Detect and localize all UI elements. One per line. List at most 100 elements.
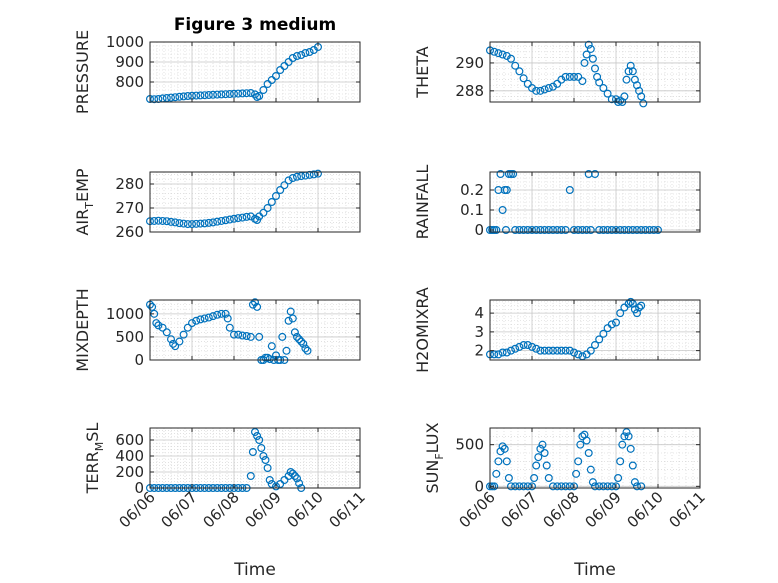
data-point bbox=[536, 226, 545, 235]
axes-box bbox=[489, 171, 701, 233]
data-point bbox=[569, 72, 578, 81]
y-tick-label: 600 bbox=[115, 431, 144, 449]
data-point bbox=[653, 226, 662, 235]
axes-box bbox=[149, 427, 361, 489]
data-point bbox=[532, 344, 541, 353]
data-point bbox=[167, 217, 176, 226]
data-point bbox=[154, 216, 163, 225]
data-point bbox=[217, 216, 226, 225]
data-point bbox=[519, 341, 528, 350]
y-tick-label: 0 bbox=[474, 221, 484, 239]
data-point bbox=[221, 90, 230, 99]
data-point bbox=[628, 461, 637, 470]
axes-box bbox=[489, 41, 701, 103]
data-point bbox=[261, 456, 270, 465]
data-point bbox=[288, 53, 297, 62]
subplot-h2omixra: 234 H2OMIXRA bbox=[413, 287, 701, 373]
axes-box bbox=[489, 299, 701, 361]
axes-box bbox=[149, 299, 361, 361]
axes-box bbox=[149, 171, 361, 233]
data-point bbox=[175, 337, 184, 346]
data-point bbox=[548, 482, 557, 491]
data-point bbox=[192, 219, 201, 228]
data-point bbox=[509, 170, 518, 179]
data-point bbox=[246, 212, 255, 221]
y-tick-label: 260 bbox=[115, 223, 144, 241]
data-point bbox=[242, 212, 251, 221]
data-point bbox=[572, 469, 581, 478]
data-point bbox=[582, 436, 591, 445]
data-point bbox=[519, 74, 528, 83]
data-point bbox=[544, 346, 553, 355]
data-point bbox=[280, 476, 289, 485]
data-point bbox=[251, 298, 260, 307]
data-point bbox=[188, 220, 197, 229]
y-tick-label: 800 bbox=[115, 73, 144, 91]
y-axis-label: PRESSURE bbox=[73, 30, 92, 114]
data-point bbox=[288, 314, 297, 323]
data-point bbox=[246, 332, 255, 341]
data-point bbox=[574, 226, 583, 235]
data-point bbox=[586, 226, 595, 235]
data-point bbox=[223, 314, 232, 323]
data-point bbox=[519, 482, 528, 491]
data-point bbox=[286, 468, 295, 477]
data-point bbox=[586, 465, 595, 474]
data-point bbox=[192, 316, 201, 325]
data-point bbox=[209, 312, 218, 321]
data-point bbox=[515, 226, 524, 235]
data-point bbox=[162, 93, 171, 102]
data-point bbox=[622, 428, 631, 437]
data-point bbox=[635, 303, 644, 312]
data-point bbox=[611, 482, 620, 491]
data-point bbox=[565, 186, 574, 195]
data-point bbox=[637, 226, 646, 235]
data-point bbox=[502, 186, 511, 195]
data-point bbox=[624, 226, 633, 235]
data-point bbox=[162, 328, 171, 337]
data-point bbox=[183, 323, 192, 332]
data-series bbox=[146, 169, 323, 229]
data-point bbox=[588, 478, 597, 487]
data-point bbox=[637, 482, 646, 491]
data-point bbox=[616, 309, 625, 318]
y-tick-label: 200 bbox=[115, 463, 144, 481]
data-point bbox=[578, 77, 587, 86]
y-tick-label: 0 bbox=[134, 479, 144, 497]
x-axis-label: Time bbox=[233, 560, 276, 580]
data-point bbox=[492, 469, 501, 478]
data-point bbox=[611, 318, 620, 327]
data-point bbox=[234, 330, 243, 339]
data-point bbox=[532, 461, 541, 470]
data-point bbox=[280, 61, 289, 70]
data-point bbox=[561, 226, 570, 235]
data-point bbox=[293, 172, 302, 181]
data-point bbox=[234, 89, 243, 98]
data-point bbox=[584, 449, 593, 458]
data-point bbox=[548, 226, 557, 235]
data-point bbox=[248, 448, 257, 457]
y-tick-label: 288 bbox=[455, 82, 484, 100]
data-point bbox=[293, 332, 302, 341]
data-point bbox=[622, 75, 631, 84]
data-point bbox=[248, 300, 257, 309]
data-point bbox=[213, 217, 222, 226]
data-point bbox=[278, 332, 287, 341]
data-point bbox=[527, 226, 536, 235]
data-point bbox=[532, 226, 541, 235]
data-point bbox=[603, 226, 612, 235]
data-point bbox=[303, 346, 312, 355]
data-point bbox=[645, 226, 654, 235]
data-point bbox=[200, 91, 209, 100]
data-point bbox=[288, 174, 297, 183]
data-point bbox=[179, 330, 188, 339]
y-tick-label: 0.1 bbox=[460, 201, 484, 219]
data-point bbox=[641, 226, 650, 235]
data-point bbox=[569, 226, 578, 235]
data-point bbox=[276, 186, 285, 195]
data-point bbox=[628, 67, 637, 76]
data-point bbox=[494, 350, 503, 359]
data-point bbox=[221, 309, 230, 318]
data-point bbox=[578, 432, 587, 441]
data-point bbox=[267, 480, 276, 489]
